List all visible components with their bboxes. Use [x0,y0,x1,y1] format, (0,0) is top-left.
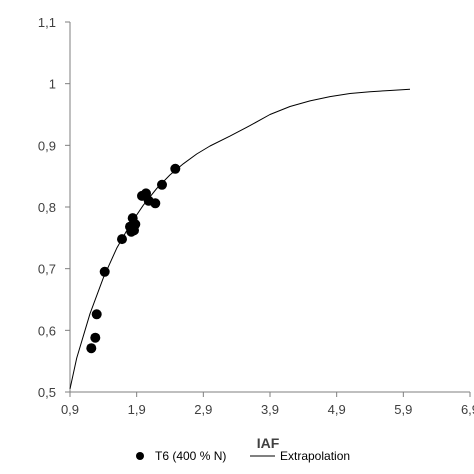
extrapolation-line [69,88,411,390]
y-tick-label: 1,1 [38,15,56,30]
legend: T6 (400 % N) Extrapolation [136,449,350,463]
x-tick-label: 6,9 [461,402,474,417]
x-tick-label: 3,9 [261,402,279,417]
points-layer [86,163,181,354]
data-point [117,234,127,245]
x-tick-label: 4,9 [328,402,346,417]
legend-label-t6: T6 (400 % N) [155,449,226,463]
x-tick-label: 2,9 [194,402,212,417]
x-tick-label: 0,9 [61,402,79,417]
x-tick-label: 5,9 [394,402,412,417]
axes [65,21,471,397]
y-tick-label: 0,8 [38,200,56,215]
data-point [157,179,167,190]
data-point [90,332,101,343]
y-tick-label: 0,5 [38,385,56,400]
data-point [130,219,141,230]
data-point [150,198,161,209]
y-tick-label: 0,9 [38,138,56,153]
data-point [86,343,97,354]
extrapolation-layer [69,88,411,390]
x-axis-title: IAF [257,435,280,451]
data-point [99,266,110,277]
x-tick-label: 1,9 [128,402,146,417]
legend-label-extrapolation: Extrapolation [280,449,350,463]
data-point [91,309,102,320]
tick-labels: 0,5 0,6 0,7 0,8 0,9 1 1,1 0,9 1,9 2,9 3,9 4,9 5,9 6,9 [38,15,474,417]
y-tick-label: 0,7 [38,262,56,277]
y-tick-label: 1 [49,77,56,92]
y-tick-label: 0,6 [38,323,56,338]
data-point [170,163,181,174]
legend-marker-t6 [136,452,144,460]
